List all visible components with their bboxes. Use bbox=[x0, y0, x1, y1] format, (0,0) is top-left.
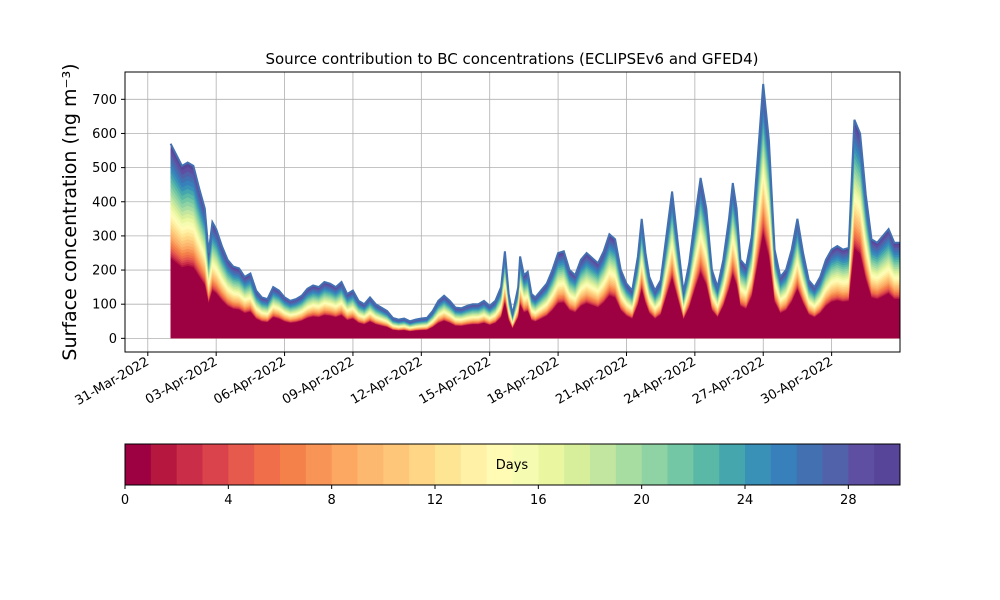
y-tick-label: 400 bbox=[92, 195, 117, 210]
x-tick-label: 24-Apr-2022 bbox=[622, 354, 699, 407]
colorbar-swatch bbox=[615, 444, 643, 485]
x-tick-label: 15-Apr-2022 bbox=[417, 354, 494, 407]
colorbar-swatch bbox=[719, 444, 746, 485]
y-tick-label: 100 bbox=[92, 298, 117, 313]
y-tick-label: 200 bbox=[92, 264, 117, 279]
colorbar-swatch bbox=[486, 444, 513, 485]
colorbar-swatch bbox=[176, 444, 203, 485]
colorbar-tick-label: 0 bbox=[121, 493, 129, 508]
x-tick-label: 09-Apr-2022 bbox=[280, 354, 357, 407]
colorbar-frame bbox=[124, 443, 901, 486]
colorbar-swatch bbox=[693, 444, 720, 485]
y-tick-label: 0 bbox=[109, 332, 117, 347]
x-tick-label: 06-Apr-2022 bbox=[211, 354, 288, 407]
colorbar-swatch bbox=[874, 444, 901, 485]
y-axis-label: Surface concentration (ng m⁻³) bbox=[59, 63, 81, 360]
colorbar-swatch bbox=[357, 444, 384, 485]
colorbar-tick-label: 24 bbox=[737, 493, 754, 508]
colorbar-swatch bbox=[228, 444, 255, 485]
colorbar: 0 4 8 12 16 20 24 28 bbox=[121, 443, 901, 508]
colorbar-swatch bbox=[150, 444, 178, 485]
colorbar-swatch bbox=[641, 444, 668, 485]
colorbar-swatch bbox=[435, 444, 462, 485]
y-tick-label: 300 bbox=[92, 229, 117, 244]
plot-frame bbox=[124, 71, 901, 353]
colorbar-swatch bbox=[745, 444, 772, 485]
x-tick-label: 21-Apr-2022 bbox=[553, 354, 630, 407]
colorbar-swatch bbox=[125, 444, 152, 485]
colorbar-swatch bbox=[383, 444, 410, 485]
colorbar-swatch bbox=[409, 444, 436, 485]
colorbar-swatch bbox=[667, 444, 694, 485]
colorbar-tick-label: 16 bbox=[530, 493, 547, 508]
x-tick-label: 12-Apr-2022 bbox=[348, 354, 425, 407]
colorbar-tick-label: 12 bbox=[427, 493, 444, 508]
colorbar-swatch bbox=[280, 444, 307, 485]
colorbar-swatch bbox=[796, 444, 823, 485]
colorbar-swatch bbox=[538, 444, 565, 485]
y-ticks: 0 100 200 300 400 500 600 700 bbox=[92, 93, 125, 347]
x-tick-label: 18-Apr-2022 bbox=[485, 354, 562, 407]
colorbar-swatch bbox=[254, 444, 281, 485]
x-tick-label: 30-Apr-2022 bbox=[758, 354, 835, 407]
y-tick-label: 600 bbox=[92, 127, 117, 142]
stacked-areas bbox=[169, 83, 900, 339]
area-band bbox=[170, 233, 900, 339]
total-line bbox=[169, 83, 900, 323]
colorbar-swatch bbox=[202, 444, 229, 485]
colorbar-tick-label: 20 bbox=[633, 493, 650, 508]
colorbar-swatch bbox=[564, 444, 591, 485]
colorbar-swatch bbox=[331, 444, 358, 485]
colorbar-swatch bbox=[460, 444, 488, 485]
colorbar-tick-label: 4 bbox=[224, 493, 232, 508]
colorbar-swatch bbox=[590, 444, 617, 485]
x-tick-label: 03-Apr-2022 bbox=[143, 354, 220, 407]
colorbar-swatch bbox=[770, 444, 798, 485]
x-ticks: 31-Mar-202203-Apr-202206-Apr-202209-Apr-… bbox=[73, 352, 836, 409]
colorbar-swatch bbox=[512, 444, 539, 485]
colorbar-swatch bbox=[848, 444, 875, 485]
y-tick-label: 500 bbox=[92, 161, 117, 176]
colorbar-label: Days bbox=[496, 458, 529, 473]
x-tick-label: 31-Mar-2022 bbox=[73, 354, 152, 408]
x-tick-label: 27-Apr-2022 bbox=[690, 354, 767, 407]
colorbar-tick-label: 8 bbox=[328, 493, 336, 508]
colorbar-tick-label: 28 bbox=[840, 493, 857, 508]
chart-title: Source contribution to BC concentrations… bbox=[265, 50, 758, 68]
colorbar-swatch bbox=[822, 444, 849, 485]
colorbar-swatch bbox=[305, 444, 333, 485]
y-tick-label: 700 bbox=[92, 93, 117, 108]
